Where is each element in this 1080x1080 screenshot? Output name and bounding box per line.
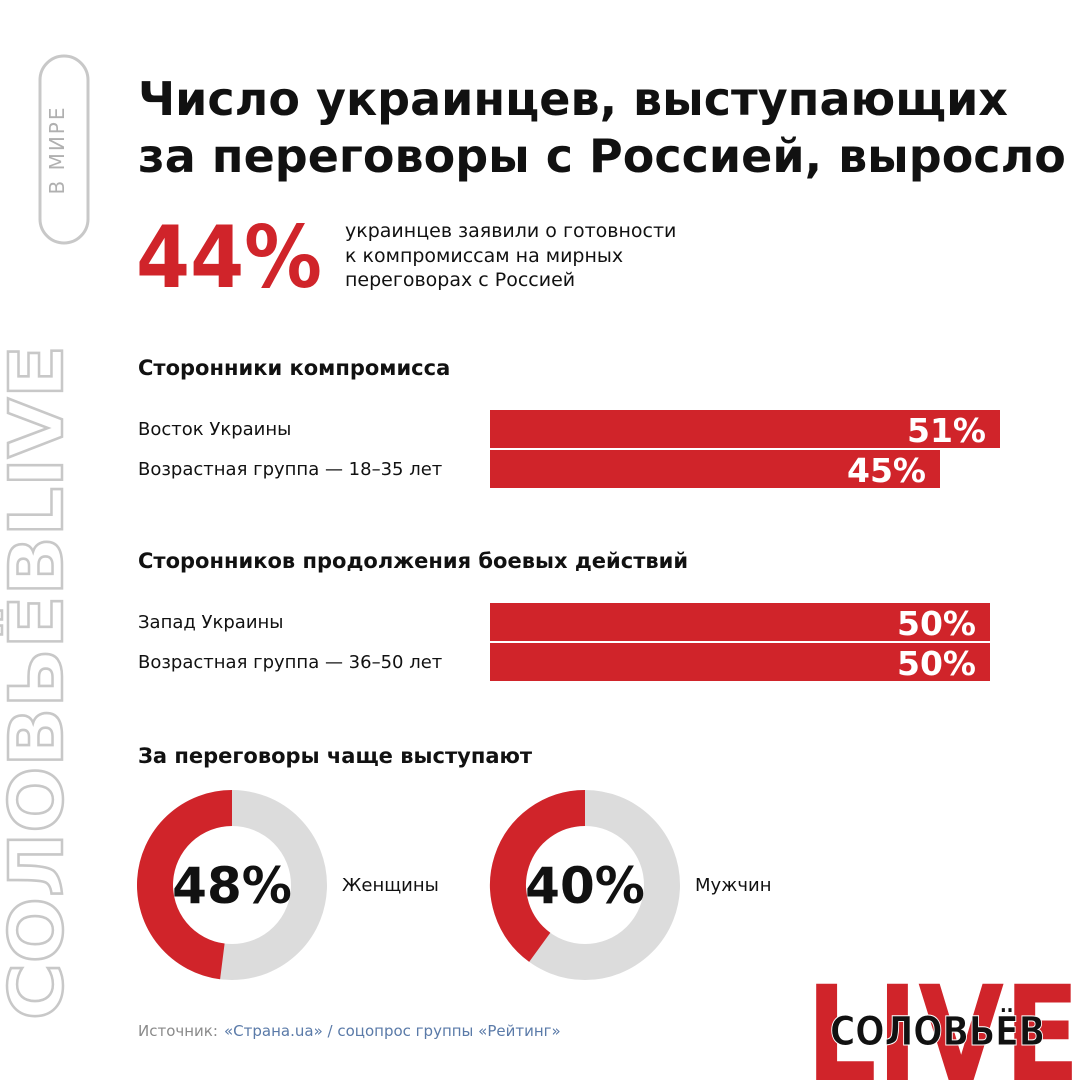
bar-value-label: 50% <box>897 604 976 643</box>
title-line: Число украинцев, выступающих <box>138 72 1008 126</box>
bar-label: Возрастная группа — 36–50 лет <box>138 652 442 673</box>
source-prefix: Источник: <box>138 1022 218 1040</box>
donut-value-label: 40% <box>525 857 645 915</box>
bar-value-label: 50% <box>897 644 976 683</box>
bar-label: Возрастная группа — 18–35 лет <box>138 459 442 480</box>
section-title: Сторонников продолжения боевых действий <box>138 549 688 573</box>
bar <box>490 450 940 488</box>
bar-value-label: 45% <box>847 451 926 490</box>
bar-label: Запад Украины <box>138 612 284 633</box>
logo-name: СОЛОВЬЁВ <box>830 1007 1045 1055</box>
donut-label: Мужчин <box>695 875 772 896</box>
section-title: Сторонники компромисса <box>138 356 450 380</box>
headline-text: украинцев заявили о готовности <box>345 220 676 242</box>
bar <box>490 603 990 641</box>
section-title: За переговоры чаще выступают <box>138 744 533 768</box>
donut-label: Женщины <box>342 875 439 896</box>
side-label: В МИРЕ <box>45 106 69 195</box>
bar-label: Восток Украины <box>138 419 291 440</box>
headline-text: к компромиссам на мирных <box>345 245 623 267</box>
brand-vertical: СОЛОВЬЁВLIVE <box>0 345 80 1020</box>
bar <box>490 410 1000 448</box>
source-text: «Страна.ua» / соцопрос группы «Рейтинг» <box>224 1022 561 1040</box>
side-pill <box>38 54 90 245</box>
donut-arc <box>137 790 233 980</box>
bar <box>490 643 990 681</box>
title-line: за переговоры с Россией, выросло <box>138 129 1066 183</box>
headline-value: 44% <box>136 208 322 308</box>
headline-text: переговорах с Россией <box>345 269 575 291</box>
donut-value-label: 48% <box>172 857 292 915</box>
donut-arc <box>490 790 586 962</box>
logo-live: LIVE <box>806 958 1080 1080</box>
bar-value-label: 51% <box>907 411 986 450</box>
